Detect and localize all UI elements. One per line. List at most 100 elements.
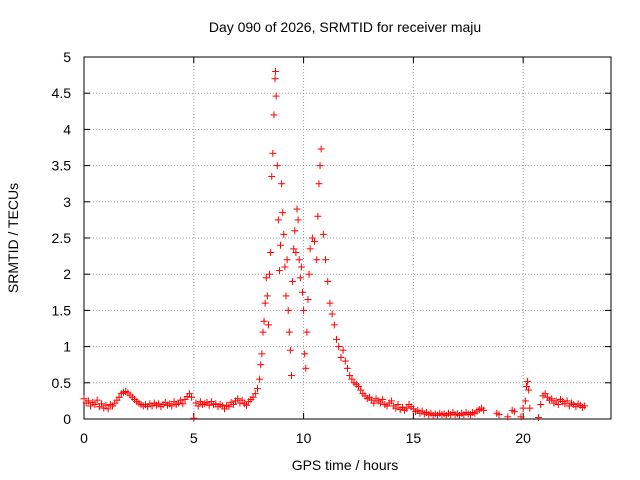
y-tick-label: 3 [63,194,71,210]
data-point [548,395,556,403]
x-tick-label: 0 [80,430,88,446]
y-tick-label: 0.5 [52,375,72,391]
data-point [185,390,193,398]
data-point [104,405,112,413]
data-point [339,346,347,354]
y-tick-label: 1.5 [52,302,72,318]
data-point [179,400,187,408]
data-point [280,230,288,238]
data-point [275,267,283,275]
x-tick-label: 15 [406,430,422,446]
y-tick-label: 1 [63,339,71,355]
data-point [300,306,308,314]
data-point [480,406,488,414]
data-point [337,353,345,361]
data-point [271,67,279,75]
data-point [521,397,529,405]
data-point [341,357,349,365]
data-point [324,277,332,285]
data-point [563,397,571,405]
data-point [346,372,354,380]
data-point [267,248,275,256]
data-point [292,248,300,256]
data-point [285,328,293,336]
data-point [278,180,286,188]
data-point [537,401,545,409]
data-point [517,413,525,421]
data-point [177,396,185,404]
data-point [370,399,378,407]
data-point [291,227,299,235]
data-point [98,400,106,408]
data-point [256,375,264,383]
data-point [328,310,336,318]
y-axis-label: SRMTID / TECUs [5,183,21,293]
data-point [297,263,305,271]
data-point [249,393,257,401]
data-point [379,395,387,403]
data-point [541,390,549,398]
data-point [322,256,330,264]
data-point [225,403,233,411]
data-point [115,393,123,401]
data-point [581,402,589,410]
chart-grid [84,57,611,419]
x-tick-label: 5 [190,430,198,446]
data-point [266,270,274,278]
data-point [229,401,237,409]
data-point [552,397,560,405]
data-point [344,364,351,372]
data-point [271,75,279,83]
data-point [294,216,302,224]
data-point [302,364,310,372]
y-tick-label: 0 [63,411,71,427]
data-point [282,292,290,300]
data-point [257,361,265,369]
data-point [281,263,289,271]
data-point [305,270,313,278]
data-point [190,414,198,422]
data-point [259,328,267,336]
data-point [394,401,402,409]
data-point [504,413,512,421]
data-point [251,390,259,398]
data-point [348,375,356,383]
data-point [301,350,309,358]
data-point [286,346,294,354]
y-tick-label: 3.5 [52,158,72,174]
data-points [80,67,589,422]
data-point [268,172,276,180]
data-point [93,396,101,404]
data-point [306,245,314,253]
data-point [333,335,341,343]
y-tick-label: 4 [63,121,71,137]
x-tick-label: 10 [296,430,312,446]
data-point [387,397,395,405]
y-tick-label: 2.5 [52,230,72,246]
data-point [91,401,99,409]
data-point [274,216,282,224]
data-point [303,328,311,336]
data-point [376,399,384,407]
data-point [293,205,301,213]
data-point [84,397,92,405]
data-point [304,296,312,304]
data-point [87,402,95,410]
data-point [234,395,242,403]
data-point [554,401,562,409]
data-point [295,256,303,264]
data-point [284,306,292,314]
data-point [510,408,518,416]
data-point [283,256,291,264]
data-point [317,145,325,153]
data-point [258,350,266,358]
data-point [354,382,362,390]
data-point [194,402,202,410]
data-point [242,401,250,409]
data-point [279,209,287,217]
data-point [288,372,296,380]
data-point [296,274,304,282]
data-point [273,162,281,170]
data-point [272,92,280,100]
data-point [238,396,246,404]
